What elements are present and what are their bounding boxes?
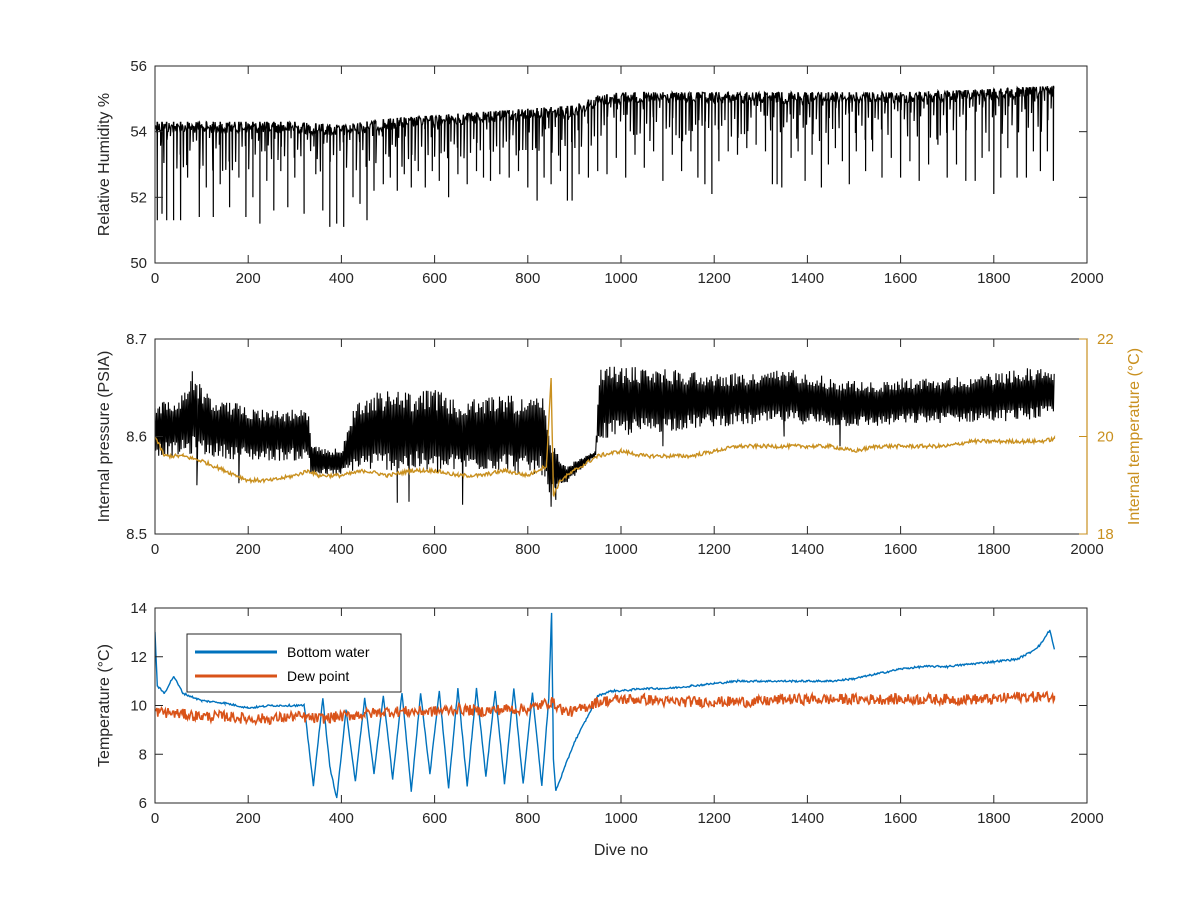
- legend-label: Dew point: [287, 668, 349, 684]
- x-axis-label: Dive no: [594, 842, 648, 859]
- y-tick-label: 54: [130, 124, 147, 141]
- x-tick-label: 0: [151, 541, 159, 558]
- dew-point-line: [155, 690, 1056, 727]
- plot-area: [155, 85, 1055, 227]
- y-tick-label: 14: [130, 600, 147, 617]
- x-tick-label: 800: [515, 270, 540, 287]
- x-tick-label: 1600: [884, 541, 917, 558]
- x-tick-label: 400: [329, 810, 354, 827]
- x-tick-label: 2000: [1070, 541, 1103, 558]
- y-tick-label: 52: [130, 189, 147, 206]
- y-tick-label: 12: [130, 649, 147, 666]
- y-tick-label: 56: [130, 58, 147, 75]
- x-tick-label: 1200: [698, 810, 731, 827]
- x-tick-label: 600: [422, 541, 447, 558]
- internal-pressure-line: [155, 366, 1055, 507]
- x-tick-label: 800: [515, 541, 540, 558]
- x-tick-label: 600: [422, 810, 447, 827]
- x-tick-label: 2000: [1070, 810, 1103, 827]
- x-tick-label: 1200: [698, 541, 731, 558]
- internal-temperature-line: [155, 377, 1056, 498]
- x-tick-label: 1600: [884, 810, 917, 827]
- y-tick-label: 8: [139, 746, 147, 763]
- x-tick-label: 2000: [1070, 270, 1103, 287]
- y-tick-label: 8.5: [126, 526, 147, 543]
- y-tick-label: 8.7: [126, 331, 147, 348]
- series-1-line: [155, 85, 1055, 227]
- y-tick-label: 10: [130, 698, 147, 715]
- x-tick-label: 1800: [977, 270, 1010, 287]
- x-tick-label: 1400: [791, 541, 824, 558]
- x-tick-label: 200: [236, 810, 261, 827]
- x-tick-label: 400: [329, 541, 354, 558]
- subplot-3: 0 200 400 600 800 1000 1200 1400 1600 1800 2000 6 8 1…: [96, 600, 1104, 859]
- y2-tick-label: 20: [1097, 429, 1114, 446]
- y2-tick-label: 22: [1097, 331, 1114, 348]
- x-tick-label: 1400: [791, 810, 824, 827]
- y-axis-label: Temperature (°C): [96, 644, 113, 767]
- y2-tick-label: 18: [1097, 526, 1114, 543]
- x-tick-label: 200: [236, 270, 261, 287]
- x-tick-label: 1000: [604, 810, 637, 827]
- x-tick-label: 400: [329, 270, 354, 287]
- legend-label: Bottom water: [287, 644, 370, 660]
- plot-area: [155, 366, 1056, 507]
- x-tick-label: 1600: [884, 270, 917, 287]
- x-tick-label: 0: [151, 270, 159, 287]
- subplot-2: 0 200 400 600 800 1000 1200 1400 1600 1800 2000 8.5…: [96, 331, 1143, 558]
- y-tick-label: 50: [130, 255, 147, 272]
- plot-area: [155, 612, 1056, 799]
- legend-box: [186, 633, 402, 693]
- legend: Bottom water Dew point: [186, 633, 402, 693]
- x-tick-label: 1000: [604, 541, 637, 558]
- y-axis-label: Internal pressure (PSIA): [96, 351, 113, 523]
- y-axis-label: Relative Humidity %: [96, 93, 113, 236]
- x-tick-label: 1000: [604, 270, 637, 287]
- y-tick-label: 8.6: [126, 429, 147, 446]
- x-tick-label: 800: [515, 810, 540, 827]
- x-tick-label: 1200: [698, 270, 731, 287]
- subplot-1: 0 200 400 600 800 1000 1200 1400 1600 1800 2000 50 5…: [96, 58, 1104, 287]
- x-tick-label: 0: [151, 810, 159, 827]
- x-tick-label: 1800: [977, 810, 1010, 827]
- x-tick-label: 200: [236, 541, 261, 558]
- x-tick-label: 1800: [977, 541, 1010, 558]
- y-tick-label: 6: [139, 795, 147, 812]
- y2-axis-label: Internal temperature (°C): [1126, 348, 1143, 525]
- x-tick-label: 1400: [791, 270, 824, 287]
- x-tick-label: 600: [422, 270, 447, 287]
